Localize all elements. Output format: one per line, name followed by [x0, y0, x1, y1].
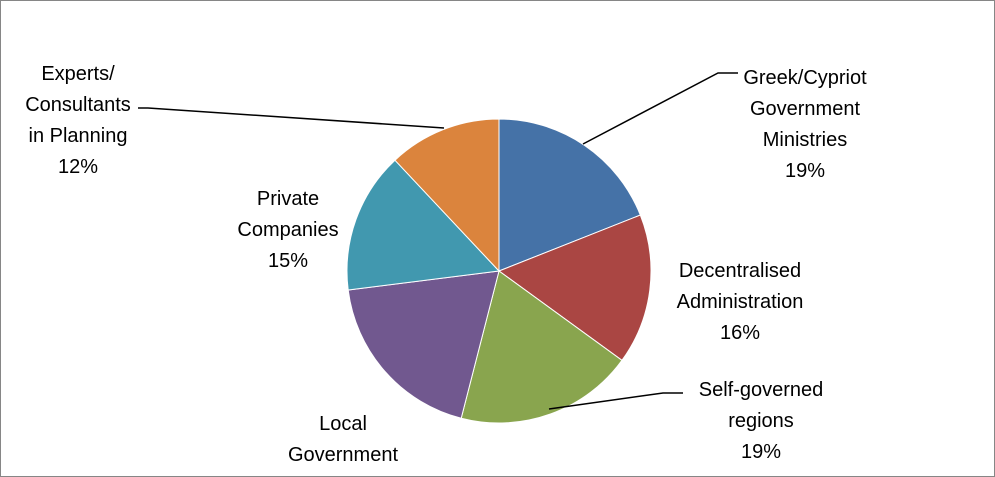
slice-label-line: Private: [257, 188, 319, 210]
pie-slice-3: [347, 270, 500, 419]
leader-line-5: [138, 107, 445, 129]
slice-label-3: Local Government 19%: [288, 413, 398, 477]
slice-label-line: Decentralised: [679, 260, 801, 282]
slice-label-line: Greek/Cypriot: [743, 67, 867, 89]
slice-percent-label: 19%: [323, 475, 363, 477]
slice-label-line: Government: [288, 444, 398, 466]
slice-label-line: regions: [728, 410, 794, 432]
slice-label-line: Consultants: [25, 94, 131, 116]
slice-label-line: Government: [750, 98, 860, 120]
pie-slice-2: [460, 270, 623, 424]
slice-label-line: Local: [319, 413, 367, 435]
pie-slice-4: [346, 159, 501, 291]
slice-label-line: in Planning: [29, 125, 128, 147]
slice-label-line: Ministries: [763, 129, 847, 151]
slice-label-line: Administration: [677, 291, 804, 313]
slice-percent-label: 12%: [58, 156, 98, 178]
slice-label-line: Self-governed: [699, 379, 824, 401]
slice-percent-label: 15%: [268, 250, 308, 272]
slice-label-1: Decentralised Administration 16%: [677, 260, 804, 344]
leader-lines: [138, 72, 738, 410]
slice-label-line: Companies: [237, 219, 338, 241]
slice-percent-label: 19%: [741, 441, 781, 463]
pie-slice-5: [394, 118, 500, 273]
slice-label-line: Experts/: [41, 63, 115, 85]
slice-label-5: Experts/Consultants in Planning 12%: [25, 63, 131, 178]
slice-label-0: Greek/Cypriot Government Ministries 19%: [743, 67, 867, 182]
pie-slices: [346, 118, 652, 424]
pie-slice-1: [497, 214, 652, 362]
slice-label-2: Self-governed regions 19%: [699, 379, 824, 463]
slice-percent-label: 19%: [785, 160, 825, 182]
slice-labels: Greek/Cypriot Government Ministries 19% Dece…: [25, 63, 867, 477]
slice-percent-label: 16%: [720, 322, 760, 344]
leader-line-0: [582, 72, 738, 145]
pie-slice-0: [498, 118, 641, 272]
slice-label-4: Private Companies 15%: [237, 188, 338, 272]
leader-line-2: [548, 392, 683, 410]
